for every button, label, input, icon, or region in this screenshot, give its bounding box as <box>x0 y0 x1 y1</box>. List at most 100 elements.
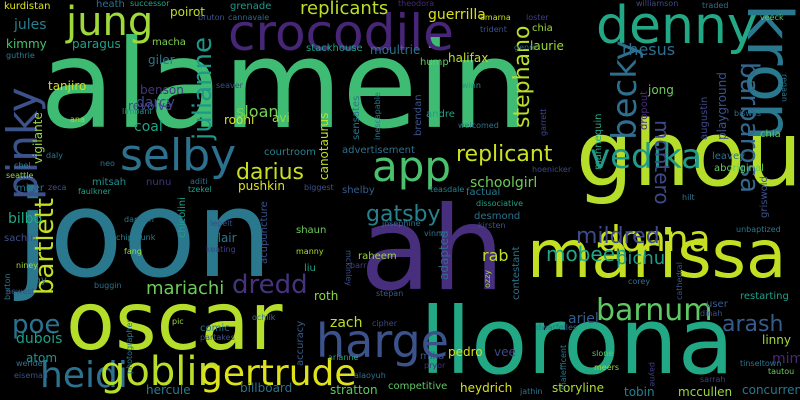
word-cathedral: cathedral <box>675 262 684 300</box>
word-williamson: williamson <box>636 0 679 8</box>
word-goblin: goblin <box>100 349 223 395</box>
word-alamein: alamein <box>40 14 529 156</box>
word-dinah: dinah <box>700 309 723 318</box>
word-gertrude: gertrude <box>200 353 357 394</box>
word-sarrah: sarrah <box>700 375 726 384</box>
word-successor: successor <box>130 0 170 8</box>
word-playground: playground <box>715 72 729 140</box>
word-unbaptized: unbaptized <box>736 225 781 234</box>
word-seaver: seaver <box>216 81 243 90</box>
word-tinseltown: tinseltown <box>740 359 782 368</box>
word-ariel: ariel <box>568 311 599 327</box>
word-comic: comic <box>200 323 230 334</box>
word-josephine: josephine <box>382 219 421 228</box>
word-sachin: sachin <box>4 233 37 244</box>
word-payne: payne <box>648 362 657 387</box>
word-harge: harge <box>316 314 449 368</box>
word-biswas: biswas <box>734 109 762 118</box>
word-veeck: veeck <box>760 13 784 22</box>
word-tautou: tautou <box>768 367 795 376</box>
word-ah: ah <box>360 182 505 317</box>
word-zeca: zeca <box>48 183 67 192</box>
word-sloan: sloan <box>236 102 279 121</box>
word-augustin: augustin <box>699 96 710 140</box>
word-bilbo: bilbo <box>8 211 43 227</box>
word-manny: manny <box>296 247 324 256</box>
word-teasdale: teasdale <box>430 185 465 194</box>
word-halifax: halifax <box>448 51 489 65</box>
word-blair: blair <box>210 231 237 245</box>
word-chia: chia <box>532 23 553 34</box>
word-factual: factual <box>466 187 501 198</box>
word-mobeen: mobeen <box>546 242 628 266</box>
word-ochlik: ochlik <box>252 313 276 322</box>
word-regaan: regaan <box>780 74 789 102</box>
word-jules: jules <box>14 17 47 33</box>
word-accuracy: accuracy <box>295 320 306 366</box>
word-replicants: replicants <box>300 0 389 19</box>
word-courtroom: courtroom <box>264 147 316 158</box>
word-adapted: adapted <box>437 230 451 280</box>
word-donna: donna <box>598 219 711 260</box>
word-heath: heath <box>96 0 125 10</box>
word-corey: corey <box>628 277 651 286</box>
word-mimi: mimi <box>772 351 800 367</box>
word-tobin: tobin <box>624 385 655 399</box>
word-hilt: hilt <box>682 193 695 202</box>
word-tzekel: tzekel <box>188 185 212 194</box>
word-cipher: cipher <box>372 319 397 328</box>
word-gatsby: gatsby <box>366 202 441 227</box>
word-shelby: shelby <box>342 185 375 196</box>
word-mannequin: mannequin <box>593 113 604 171</box>
word-dredd: dredd <box>232 270 308 300</box>
word-giler: giler <box>148 53 175 67</box>
word-rhesus: rhesus <box>622 40 676 59</box>
word-hercule: hercule <box>146 383 191 397</box>
word-roth: roth <box>314 289 339 303</box>
word-zach: zach <box>330 315 363 331</box>
word-restarting: restarting <box>740 291 789 302</box>
word-aditi: aditi <box>190 177 208 186</box>
word-jay: jay <box>32 275 47 286</box>
word-joon: joon <box>16 166 273 305</box>
word-photographer: photographer <box>125 319 134 374</box>
word-vedika: vedika <box>590 137 702 177</box>
word-kirsten: kirsten <box>478 221 506 230</box>
word-linny: linny <box>762 333 791 347</box>
word-vinny: vinny <box>424 229 446 238</box>
word-llorona: llorona <box>420 288 735 395</box>
word-amarna: amarna <box>480 13 511 22</box>
word-jong: jong <box>648 83 674 97</box>
word-contestant: contestant <box>511 246 522 300</box>
word-shaun: shaun <box>296 225 327 236</box>
word-pryor: pryor <box>424 361 446 370</box>
word-barr: barr <box>350 261 367 270</box>
word-sensates: sensates <box>351 95 362 140</box>
word-mitsah: mitsah <box>92 177 127 188</box>
word-advertisement: advertisement <box>342 145 415 156</box>
word-griswold: griswold <box>759 176 770 218</box>
word-traded: traded <box>702 1 729 10</box>
word-schoolgirl: schoolgirl <box>470 175 538 191</box>
word-dissociative: dissociative <box>476 199 524 208</box>
word-slone: slone <box>592 349 614 358</box>
word-limbani: limbani <box>122 107 152 116</box>
word-storyline: storyline <box>552 381 604 395</box>
word-eiseman: eiseman <box>14 371 48 380</box>
word-ana: ana <box>70 115 85 124</box>
word-coal: coal <box>134 119 163 135</box>
word-darcy: darcy <box>136 95 175 111</box>
word-revolve: revolve <box>128 99 173 113</box>
word-alaoyuh: alaoyuh <box>354 371 386 380</box>
word-hump: hump <box>420 57 449 68</box>
word-mccullen: mccullen <box>678 385 733 399</box>
word-oscar: oscar <box>66 275 283 368</box>
word-inescapable: inescapable <box>373 92 382 140</box>
word-pushkin: pushkin <box>238 179 285 193</box>
word-poe: poe <box>12 310 61 340</box>
word-meers: meers <box>594 363 620 372</box>
word-concurrent: concurrent <box>742 383 800 397</box>
word-tanjiro: tanjiro <box>48 79 87 93</box>
